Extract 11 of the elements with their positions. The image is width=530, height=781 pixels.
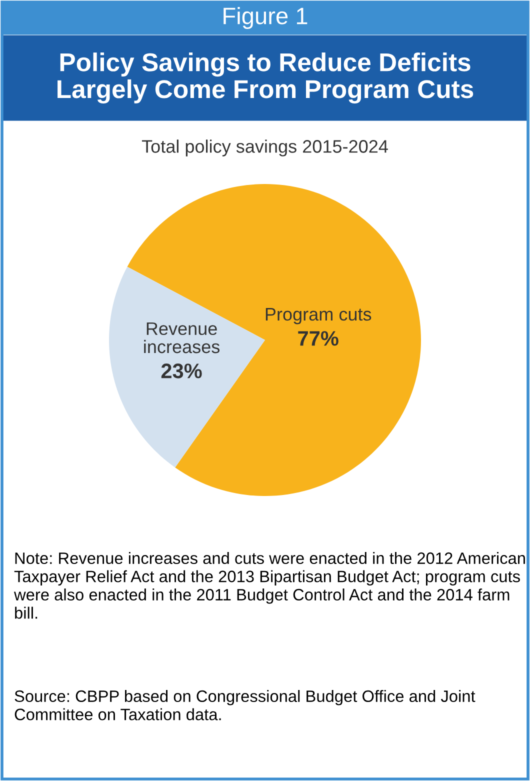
data-label: 23% [161,364,202,378]
chart-subtitle: Policy Savings to Reduce Deficits Largely Come From Program Cuts [58,52,474,104]
pie-slice [127,184,421,496]
source-note: Source: CBPP based on Congressional Budget Office and Joint Committee on Taxation data. [14,690,476,720]
slice-label: Program cuts [266,308,372,324]
text: Note: Revenue increases and cuts were enacted in the 2012 American Taxpayer Relief Act and the 2013 Bipartisan Budget Act; program cuts were also enacted in the 2011 Budget Control Act and the 2014 farm bill. [14,552,525,619]
pie-slice [109,266,265,468]
slice-label: Revenue increases [144,322,220,354]
text: Total policy savings 2015-2024 [142,140,388,156]
data-label: 77% [298,331,338,346]
chart-title: Figure 1 [224,6,308,30]
